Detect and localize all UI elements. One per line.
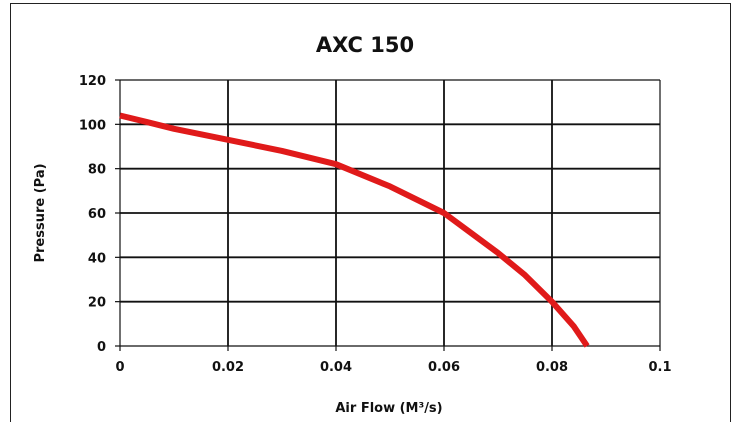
x-tick-label: 0.08 xyxy=(536,360,568,375)
y-tick-labels: 120 100 80 60 40 20 0 xyxy=(79,74,106,355)
y-tick-label: 80 xyxy=(88,163,106,178)
series-layer xyxy=(119,112,590,348)
chart-title: AXC 150 xyxy=(316,33,414,57)
y-tick-label: 60 xyxy=(88,207,106,222)
x-tick-label: 0.04 xyxy=(320,360,352,375)
y-tick-label: 120 xyxy=(79,74,106,89)
series-line xyxy=(119,112,590,348)
x-tick-label: 0 xyxy=(115,360,124,375)
x-axis-title: Air Flow (M³/s) xyxy=(335,401,442,416)
x-tick-labels: 0 0.02 0.04 0.06 0.08 0.1 xyxy=(115,360,671,375)
y-tick-label: 40 xyxy=(88,251,106,266)
y-axis-title: Pressure (Pa) xyxy=(33,163,48,262)
x-tick-label: 0.06 xyxy=(428,360,460,375)
y-tick-label: 20 xyxy=(88,296,106,311)
grid xyxy=(115,79,661,351)
y-tick-label: 100 xyxy=(79,118,106,133)
x-tick-label: 0.02 xyxy=(212,360,244,375)
y-tick-label: 0 xyxy=(97,340,106,355)
x-tick-label: 0.1 xyxy=(648,360,671,375)
